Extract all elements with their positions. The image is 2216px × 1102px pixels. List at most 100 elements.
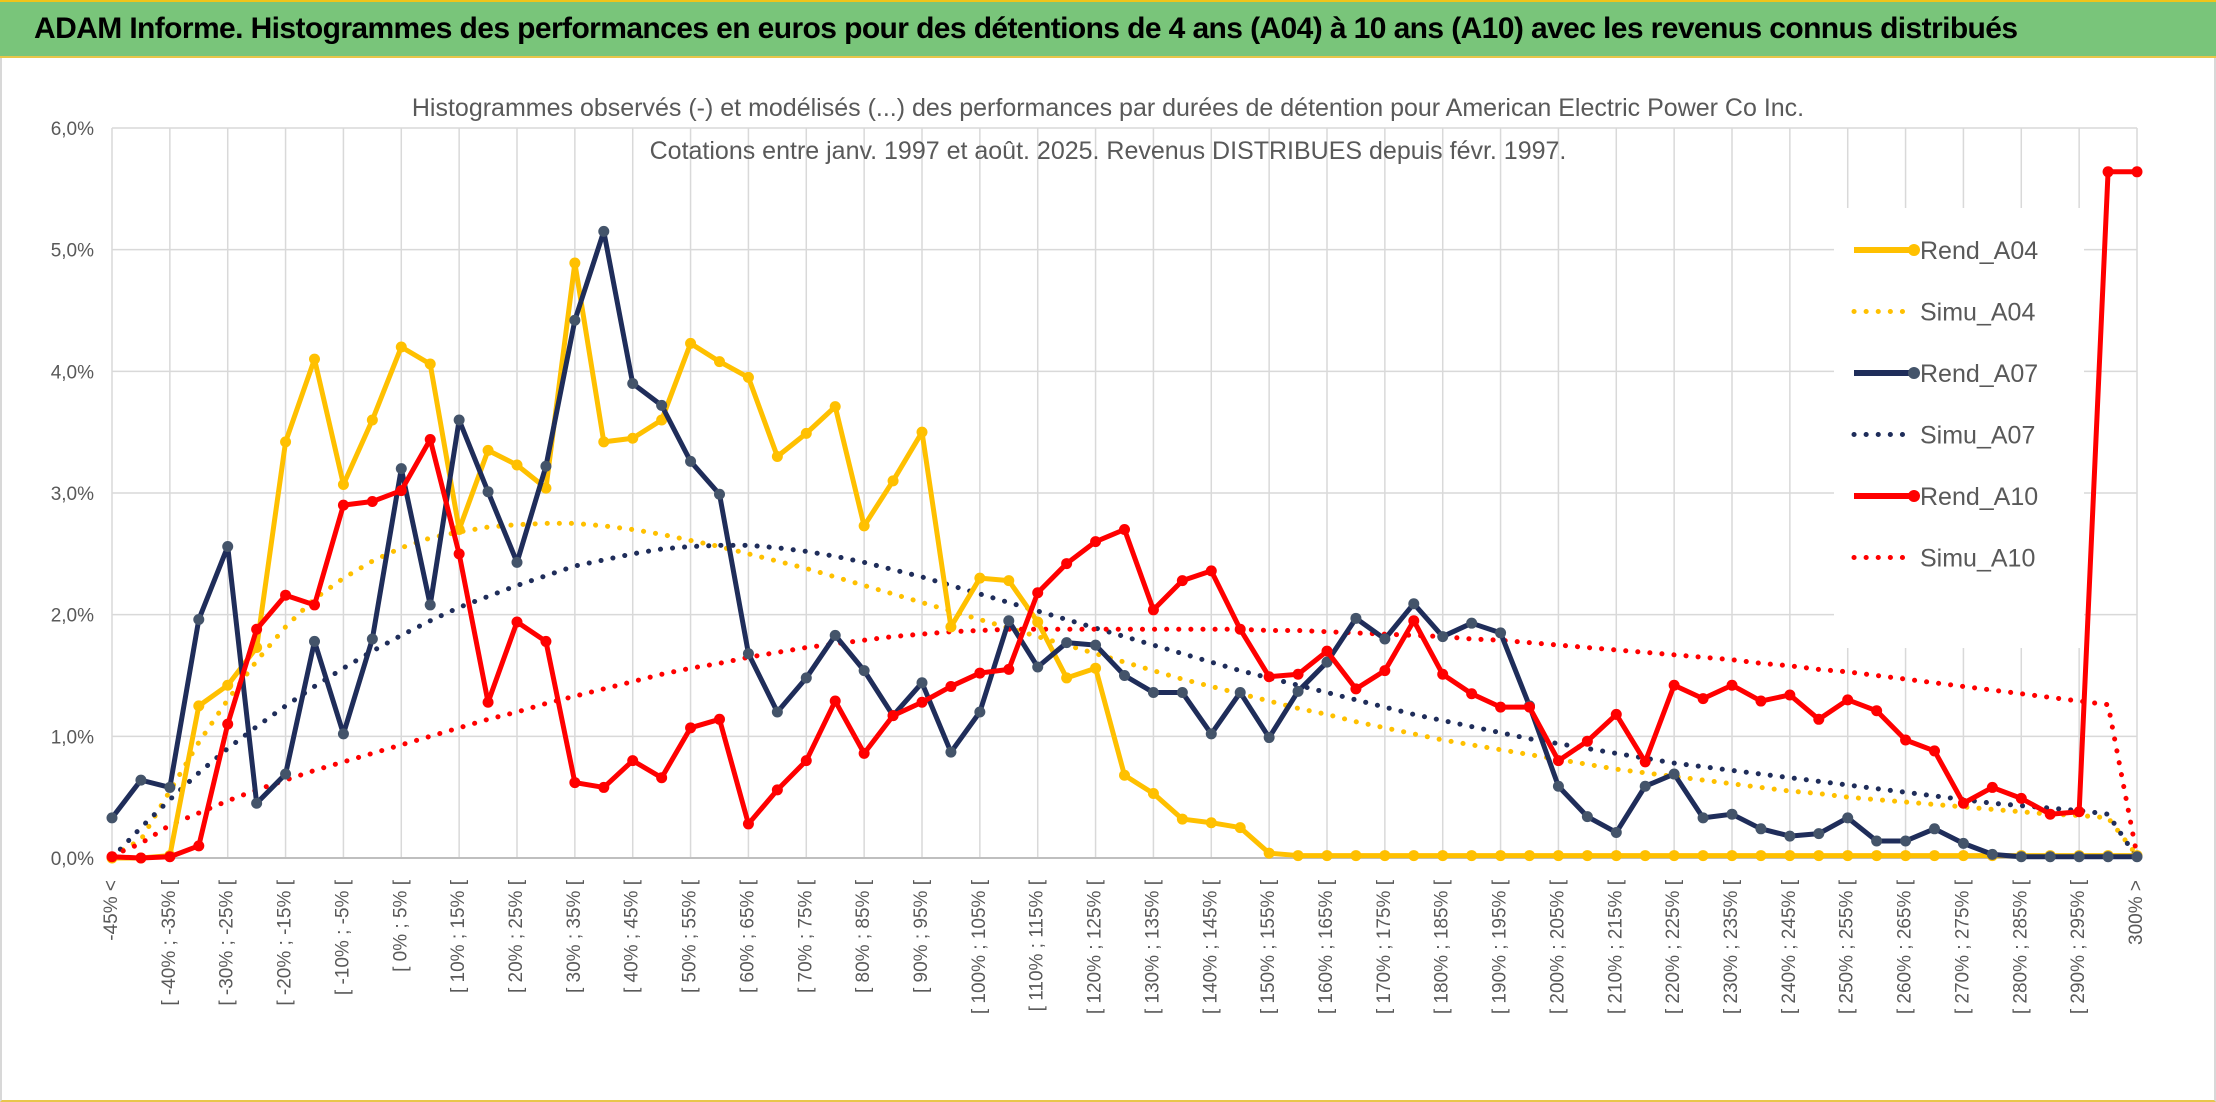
data-point	[1755, 695, 1767, 707]
data-point	[916, 677, 928, 689]
data-point	[1119, 524, 1130, 535]
x-tick-label: [ 250% ; 255% [	[1837, 879, 1858, 1014]
data-point	[1321, 850, 1333, 862]
legend-marker	[1908, 244, 1920, 256]
data-point	[1495, 627, 1507, 639]
series-line	[109, 542, 2140, 861]
data-point	[1061, 672, 1073, 684]
legend-label: Rend_A10	[1920, 483, 2038, 511]
data-point	[280, 589, 292, 601]
data-point	[656, 414, 668, 426]
data-point	[771, 451, 783, 462]
series-line	[109, 626, 2140, 859]
data-point	[1755, 823, 1767, 835]
data-point	[1986, 848, 1998, 860]
data-point	[1900, 835, 1912, 847]
data-point	[1986, 781, 1998, 793]
x-tick-label: [ 40% ; 45% [	[622, 879, 643, 993]
y-tick-label: 6,0%	[51, 119, 94, 140]
data-point	[540, 635, 552, 647]
data-point	[569, 257, 581, 269]
data-point	[424, 433, 436, 445]
legend-item-Rend_A10[interactable]: Rend_A10	[1854, 483, 2038, 511]
x-tick-label: [ 290% ; 295% [	[2068, 879, 2089, 1014]
data-point	[1032, 661, 1044, 673]
legend-item-Rend_A04[interactable]: Rend_A04	[1854, 237, 2038, 265]
x-tick-label: [ 170% ; 175% [	[1374, 879, 1395, 1014]
data-point	[974, 706, 986, 718]
data-point	[251, 797, 263, 809]
y-tick-label: 2,0%	[51, 606, 94, 627]
data-point	[1813, 850, 1825, 862]
legend-item-Simu_A07[interactable]: Simu_A07	[1851, 422, 2035, 450]
data-point	[1610, 826, 1622, 838]
data-point	[1581, 811, 1593, 823]
data-point	[1784, 689, 1796, 701]
legend-item-Rend_A07[interactable]: Rend_A07	[1854, 360, 2038, 388]
data-point	[1379, 633, 1391, 645]
data-point	[627, 378, 639, 389]
x-axis-ticks: -45% < [ -40% ; -35% [[ -30% ; -25% [[ -2…	[101, 879, 2147, 1014]
chart-title-line-1: Histogrammes observés (-) et modélisés (…	[412, 94, 1804, 122]
y-tick-label: 4,0%	[51, 362, 94, 383]
data-point	[135, 852, 147, 864]
data-point	[1466, 688, 1478, 700]
data-point	[1408, 615, 1420, 627]
x-tick-label: [ 10% ; 15% [	[448, 879, 469, 993]
data-point	[1090, 536, 1102, 548]
data-point	[1147, 788, 1159, 800]
data-point	[511, 459, 523, 471]
x-tick-label: -45% <	[101, 880, 122, 941]
data-point	[1813, 828, 1825, 840]
series-Simu_A04	[109, 520, 2140, 859]
data-point	[685, 337, 697, 349]
data-point	[511, 556, 523, 568]
data-point	[1957, 837, 1969, 849]
legend-marker	[1908, 490, 1920, 502]
legend-item-Simu_A10[interactable]: Simu_A10	[1851, 545, 2035, 573]
data-point	[366, 496, 378, 508]
data-point	[1726, 850, 1738, 862]
data-point	[714, 356, 725, 368]
data-point	[1552, 755, 1564, 767]
data-point	[656, 399, 668, 411]
legend-marker	[1908, 367, 1920, 379]
data-point	[742, 818, 754, 830]
data-point	[714, 713, 725, 725]
data-point	[1755, 850, 1767, 862]
data-point	[366, 633, 378, 645]
legend[interactable]: Rend_A04 Simu_A04 Rend_A07 Simu_A07 Rend_A10…	[1834, 208, 2084, 648]
data-point	[1842, 694, 1854, 706]
data-point	[829, 629, 841, 641]
data-point	[1581, 735, 1593, 747]
legend-item-Simu_A04[interactable]: Simu_A04	[1851, 299, 2035, 327]
data-point	[1119, 670, 1130, 681]
data-point	[280, 768, 292, 780]
series	[106, 166, 2143, 864]
x-tick-label: [ 30% ; 35% [	[564, 879, 585, 993]
data-point	[193, 700, 205, 712]
data-point	[2044, 851, 2056, 863]
x-tick-label: [ 0% ; 5% [	[390, 879, 411, 972]
data-point	[858, 520, 870, 532]
data-point	[887, 710, 899, 722]
data-point	[2102, 166, 2114, 178]
data-point	[1061, 558, 1073, 570]
data-point	[1176, 813, 1188, 825]
data-point	[1032, 587, 1044, 599]
data-point	[916, 426, 928, 438]
data-point	[1437, 668, 1449, 680]
data-point	[1466, 850, 1478, 862]
data-point	[2044, 808, 2056, 820]
data-point	[569, 314, 581, 326]
series-line	[111, 169, 2137, 861]
data-point	[309, 599, 320, 611]
data-point	[1379, 850, 1391, 862]
data-point	[135, 774, 147, 786]
data-point	[1003, 575, 1015, 587]
data-point	[1871, 850, 1883, 862]
data-point	[858, 747, 870, 759]
data-point	[2073, 851, 2085, 863]
data-point	[945, 680, 957, 692]
data-point	[1234, 687, 1246, 699]
